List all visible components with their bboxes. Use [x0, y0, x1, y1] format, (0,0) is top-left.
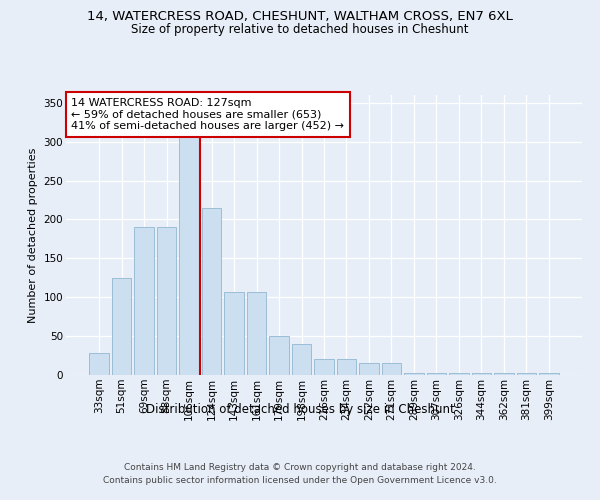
Text: 14 WATERCRESS ROAD: 127sqm
← 59% of detached houses are smaller (653)
41% of sem: 14 WATERCRESS ROAD: 127sqm ← 59% of deta…	[71, 98, 344, 131]
Bar	[382, 364, 401, 375]
Bar	[359, 364, 379, 375]
Bar	[247, 292, 266, 375]
Bar	[269, 336, 289, 375]
Bar	[314, 360, 334, 375]
Bar	[404, 372, 424, 375]
Text: Size of property relative to detached houses in Cheshunt: Size of property relative to detached ho…	[131, 22, 469, 36]
Bar	[89, 353, 109, 375]
Bar	[539, 372, 559, 375]
Text: 14, WATERCRESS ROAD, CHESHUNT, WALTHAM CROSS, EN7 6XL: 14, WATERCRESS ROAD, CHESHUNT, WALTHAM C…	[87, 10, 513, 23]
Bar	[449, 372, 469, 375]
Bar	[517, 372, 536, 375]
Bar	[292, 344, 311, 375]
Bar	[427, 372, 446, 375]
Text: Contains public sector information licensed under the Open Government Licence v3: Contains public sector information licen…	[103, 476, 497, 485]
Text: Distribution of detached houses by size in Cheshunt: Distribution of detached houses by size …	[146, 402, 454, 415]
Bar	[202, 208, 221, 375]
Text: Contains HM Land Registry data © Crown copyright and database right 2024.: Contains HM Land Registry data © Crown c…	[124, 462, 476, 471]
Bar	[179, 118, 199, 375]
Bar	[112, 278, 131, 375]
Bar	[337, 360, 356, 375]
Bar	[134, 227, 154, 375]
Bar	[472, 372, 491, 375]
Bar	[224, 292, 244, 375]
Bar	[494, 372, 514, 375]
Y-axis label: Number of detached properties: Number of detached properties	[28, 148, 38, 322]
Bar	[157, 227, 176, 375]
